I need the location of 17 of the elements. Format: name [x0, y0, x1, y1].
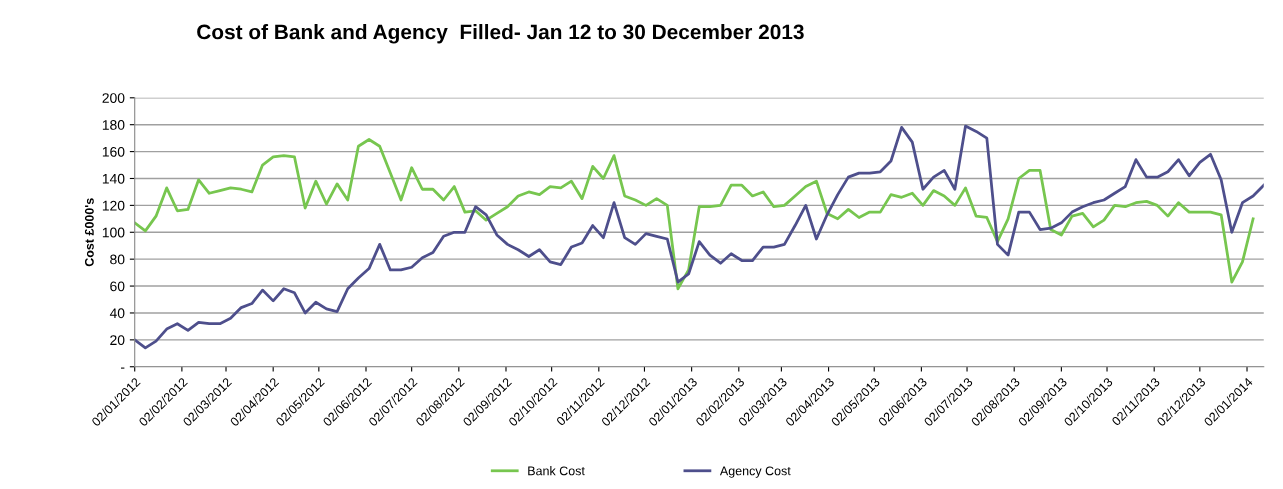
y-tick-label: 60	[110, 281, 125, 292]
y-tick-label: 160	[102, 146, 125, 157]
y-tick-label: 200	[102, 93, 125, 103]
y-tick-label: 20	[110, 335, 125, 346]
y-tick-label: 180	[102, 120, 125, 130]
legend-label: Agency Cost	[719, 466, 791, 478]
line-series	[134, 138, 1255, 291]
chart-title: Cost of Bank and Agency Filled- Jan 12 to 30 December 2013	[197, 24, 804, 44]
legend-label: Bank Cost	[528, 466, 585, 476]
y-tick-label: 140	[102, 173, 125, 184]
line-series	[134, 124, 1264, 350]
y-tick-label: -	[120, 367, 125, 369]
y-tick-label: 40	[109, 308, 125, 319]
y-tick-label: 80	[110, 254, 125, 265]
y-tick-label: 100	[102, 227, 125, 238]
y-axis-title: Cost £000's	[84, 198, 94, 267]
y-tick-label: 120	[102, 200, 125, 211]
